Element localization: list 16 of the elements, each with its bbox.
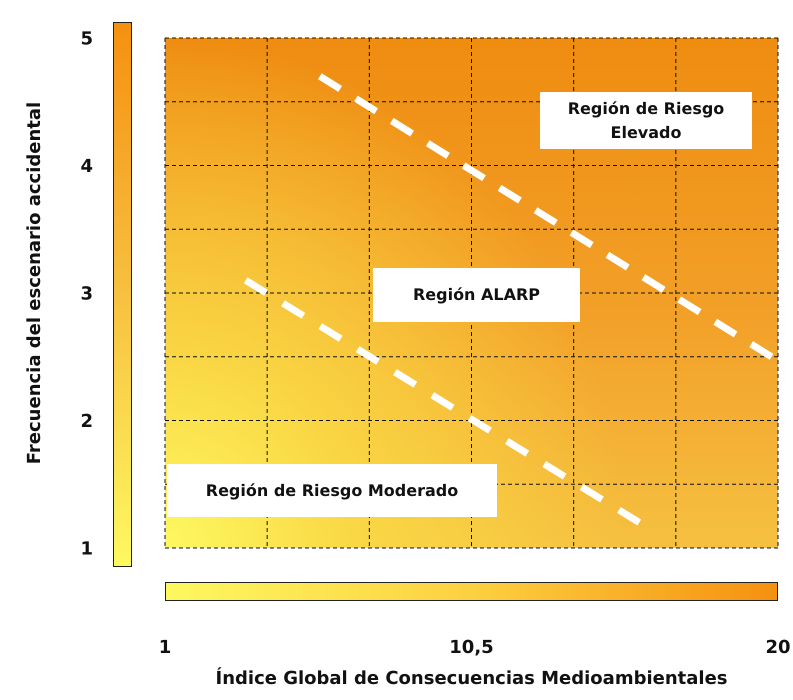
y-tick-label: 5 <box>80 28 93 50</box>
annotation: Región de Riesgo Moderado <box>206 480 458 502</box>
x-tick-label: 1 <box>158 636 172 658</box>
annotation: Región ALARP <box>412 284 540 306</box>
y-tick-label: 3 <box>80 283 93 304</box>
annotation: Región de Riesgo Elevado <box>566 98 726 144</box>
y-tick-label: 2 <box>80 410 93 432</box>
label-box: Región de Riesgo Moderado <box>167 464 497 517</box>
label-box: Región ALARP <box>373 268 580 322</box>
x-tick-label: 20 <box>765 636 791 658</box>
x-tick-label: 10,5 <box>449 636 494 658</box>
x-axis-title: Índice Global de Consecuencias Medioambientales <box>216 667 728 689</box>
y-axis-title: Frecuencia del escenario accidental <box>24 102 45 464</box>
label-box: Región de Riesgo Elevado <box>540 92 752 149</box>
y-tick-label: 1 <box>80 538 93 560</box>
y-tick-label: 4 <box>80 156 93 177</box>
